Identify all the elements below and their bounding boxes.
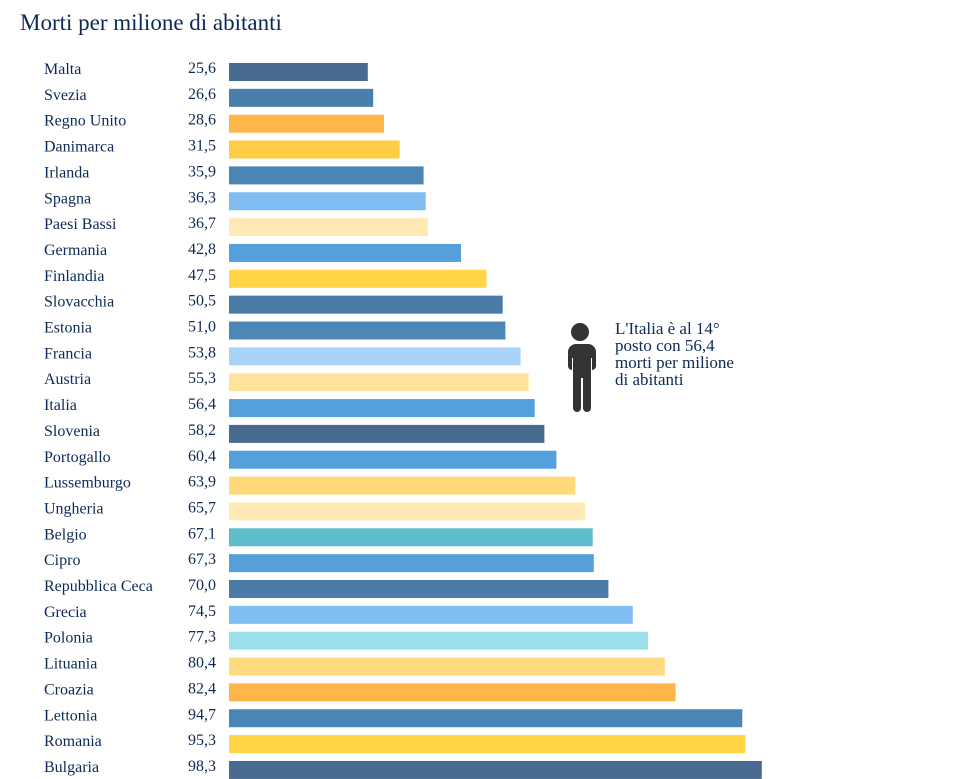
category-label: Paesi Bassi [44, 216, 117, 233]
value-label: 98,3 [188, 758, 216, 775]
category-label: Austria [44, 371, 91, 388]
value-label: 28,6 [188, 112, 216, 129]
category-label: Portogallo [44, 449, 111, 466]
category-label: Spagna [44, 190, 91, 207]
value-label: 70,0 [188, 577, 216, 594]
value-label: 65,7 [188, 499, 216, 516]
category-label: Ungheria [44, 500, 104, 517]
bar [229, 321, 506, 340]
category-label: Repubblica Ceca [44, 578, 153, 595]
chart-title: Morti per milione di abitanti [20, 10, 282, 35]
value-label: 80,4 [188, 655, 216, 672]
category-label: Lussemburgo [44, 475, 131, 492]
bar [229, 347, 521, 366]
value-label: 77,3 [188, 629, 216, 646]
category-label: Finlandia [44, 268, 104, 285]
value-label: 63,9 [188, 474, 216, 491]
bar [229, 424, 545, 443]
category-label: Romania [44, 733, 102, 750]
bar [229, 295, 503, 314]
value-label: 26,6 [188, 86, 216, 103]
category-label: Svezia [44, 87, 87, 104]
value-label: 25,6 [188, 60, 216, 77]
value-label: 42,8 [188, 241, 216, 258]
value-label: 95,3 [188, 732, 216, 749]
bar [229, 114, 384, 133]
annotation-line: posto con 56,4 [615, 336, 715, 355]
bar [229, 631, 648, 650]
value-label: 31,5 [188, 138, 216, 155]
bar [229, 709, 743, 728]
bar [229, 502, 586, 521]
value-label: 51,0 [188, 319, 216, 336]
bar [229, 683, 676, 702]
bar [229, 269, 487, 288]
bar [229, 399, 535, 418]
category-label: Irlanda [44, 164, 89, 181]
bar [229, 63, 368, 81]
category-label: Danimarca [44, 139, 114, 156]
value-label: 50,5 [188, 293, 216, 310]
value-label: 55,3 [188, 370, 216, 387]
bar [229, 88, 374, 107]
value-label: 82,4 [188, 680, 216, 697]
category-label: Malta [44, 61, 81, 78]
value-label: 36,7 [188, 215, 216, 232]
annotation-line: L'Italia è al 14° [615, 319, 720, 338]
bar [229, 528, 593, 547]
category-label: Italia [44, 397, 77, 414]
category-label: Bulgaria [44, 759, 99, 776]
bar [229, 554, 594, 573]
italy-annotation: L'Italia è al 14° posto con 56,4 morti p… [615, 320, 795, 388]
category-label: Regno Unito [44, 113, 126, 130]
value-label: 74,5 [188, 603, 216, 620]
category-label: Slovenia [44, 423, 100, 440]
value-label: 35,9 [188, 163, 216, 180]
bar [229, 760, 762, 779]
bar [229, 735, 746, 754]
value-label: 53,8 [188, 344, 216, 361]
bar [229, 657, 665, 676]
bar [229, 373, 529, 392]
category-label: Polonia [44, 630, 93, 647]
category-label: Germania [44, 242, 107, 259]
category-label: Cipro [44, 552, 80, 569]
annotation-line: di abitanti [615, 370, 684, 389]
bar [229, 580, 609, 598]
bar [229, 192, 426, 211]
category-label: Grecia [44, 604, 87, 621]
annotation-line: morti per milione [615, 353, 734, 372]
value-label: 56,4 [188, 396, 216, 413]
value-label: 67,3 [188, 551, 216, 568]
bar [229, 450, 557, 469]
value-label: 47,5 [188, 267, 216, 284]
category-label: Francia [44, 345, 92, 362]
category-label: Belgio [44, 526, 87, 543]
bar [229, 140, 400, 159]
bar [229, 166, 424, 185]
person-icon [563, 322, 597, 416]
bar [229, 605, 633, 624]
value-label: 60,4 [188, 448, 216, 465]
category-label: Lituania [44, 656, 97, 673]
bar [229, 243, 461, 262]
value-label: 67,1 [188, 525, 216, 542]
value-label: 36,3 [188, 189, 216, 206]
category-label: Estonia [44, 320, 92, 337]
category-label: Slovacchia [44, 294, 114, 311]
bar [229, 218, 428, 237]
category-label: Lettonia [44, 707, 97, 724]
bar [229, 476, 576, 495]
value-label: 58,2 [188, 422, 216, 439]
value-label: 94,7 [188, 706, 216, 723]
category-label: Croazia [44, 681, 94, 698]
